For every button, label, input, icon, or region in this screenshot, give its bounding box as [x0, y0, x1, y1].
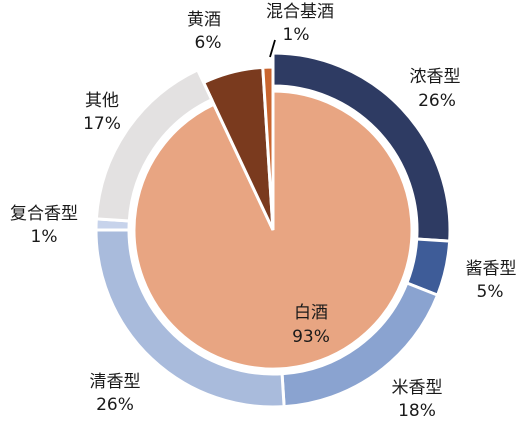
label-qingxiang-percent: 26% — [96, 395, 134, 415]
label-other-name: 其他 — [85, 91, 119, 111]
label-jiangxiang-name: 酱香型 — [466, 259, 517, 279]
label-blend-base-percent: 1% — [283, 25, 310, 45]
label-qingxiang-name: 清香型 — [90, 372, 141, 392]
center-label-name: 白酒 — [294, 303, 328, 323]
label-nongxiang-name: 浓香型 — [410, 67, 461, 87]
inner-pie — [132, 65, 414, 371]
label-blend-base-name: 混合基酒 — [266, 2, 334, 22]
label-huangjiu-percent: 6% — [195, 33, 222, 53]
label-mixiang-percent: 18% — [398, 401, 436, 421]
label-jiangxiang-percent: 5% — [477, 282, 504, 302]
ring-segment-5 — [94, 67, 214, 223]
label-fuhexiang-name: 复合香型 — [10, 204, 78, 224]
center-label-percent: 93% — [292, 327, 330, 347]
leader-line-blend-base — [269, 39, 276, 58]
outer-ring — [94, 51, 452, 409]
label-fuhexiang-percent: 1% — [31, 227, 58, 247]
label-huangjiu-name: 黄酒 — [187, 10, 221, 30]
label-nongxiang-percent: 26% — [418, 91, 456, 111]
label-other-percent: 17% — [83, 114, 121, 134]
label-mixiang-name: 米香型 — [392, 378, 443, 398]
